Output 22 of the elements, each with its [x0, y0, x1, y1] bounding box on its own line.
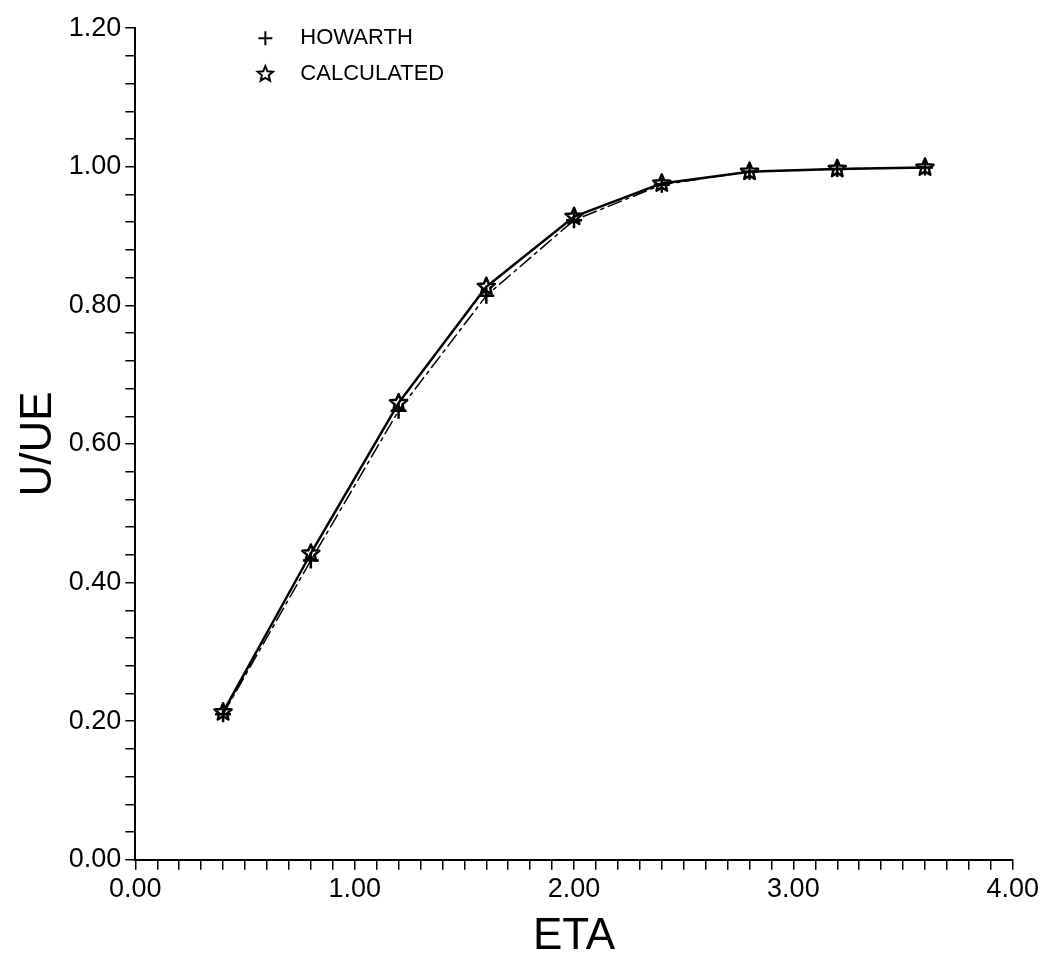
point — [301, 551, 321, 570]
point — [301, 543, 321, 563]
x-axis-title: ETA — [532, 908, 616, 958]
x-tick-label: 2.00 — [547, 873, 601, 904]
y-tick-label: 1.20 — [68, 11, 122, 42]
y-tick-label: 0.20 — [68, 704, 122, 735]
x-tick-label: 1.00 — [328, 873, 381, 904]
legend-label: HOWARTH — [300, 24, 413, 50]
y-tick-label: 0.00 — [68, 843, 122, 874]
x-tick-label: 0.00 — [109, 873, 162, 904]
point — [477, 286, 496, 305]
x-tick-label: 3.00 — [767, 873, 820, 904]
y-tick-label: 1.00 — [68, 150, 122, 181]
x-tick-label: 4.00 — [986, 873, 1040, 904]
point — [388, 392, 409, 412]
y-tick-label: 0.40 — [68, 566, 122, 597]
y-axis-title: U/UE — [10, 391, 60, 497]
point — [476, 276, 497, 296]
y-tick-label: 0.80 — [68, 288, 122, 319]
y-tick-label: 0.60 — [68, 427, 122, 458]
legend-label: CALCULATED — [300, 60, 445, 86]
point — [389, 401, 408, 420]
